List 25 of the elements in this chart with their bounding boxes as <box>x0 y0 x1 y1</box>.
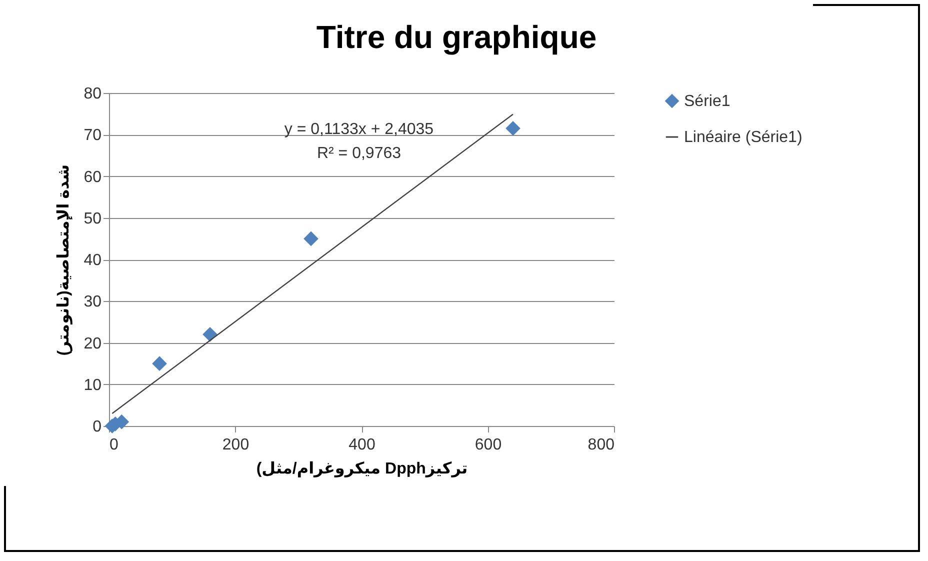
x-tick-label: 800 <box>588 436 615 454</box>
legend-label: Série1 <box>684 93 730 110</box>
y-tick-label: 60 <box>84 168 102 186</box>
y-tick-label: 20 <box>84 335 102 352</box>
y-tick-label: 0 <box>92 418 102 436</box>
y-tick-label: 10 <box>84 376 102 394</box>
point <box>506 120 520 136</box>
y-tick-label: 50 <box>84 210 102 228</box>
chart-title: Titre du graphique <box>316 19 597 55</box>
legend-label: Linéaire (Série1) <box>684 129 802 146</box>
x-tick-label: 600 <box>474 436 502 454</box>
point <box>152 356 167 371</box>
y-tick-label: 70 <box>84 127 102 144</box>
x-axis-title: (ميكروغرام/مثل Dpphتركيز <box>256 460 468 478</box>
x-tick-label: 200 <box>222 436 250 454</box>
y-tick-label: 80 <box>84 86 102 102</box>
x-tick-label: 0 <box>110 436 118 454</box>
y-axis-title: شدة الإمتصاصية(نانومتر) <box>56 164 73 356</box>
point <box>202 327 218 342</box>
point <box>304 231 318 246</box>
x-tick-label: 400 <box>348 436 376 454</box>
y-tick-label: 30 <box>84 294 102 311</box>
y-tick-label: 40 <box>84 252 102 269</box>
annotation: R² = 0,9763 <box>316 145 402 162</box>
annotation: y = 0,1133x + 2,4035 <box>284 121 434 138</box>
